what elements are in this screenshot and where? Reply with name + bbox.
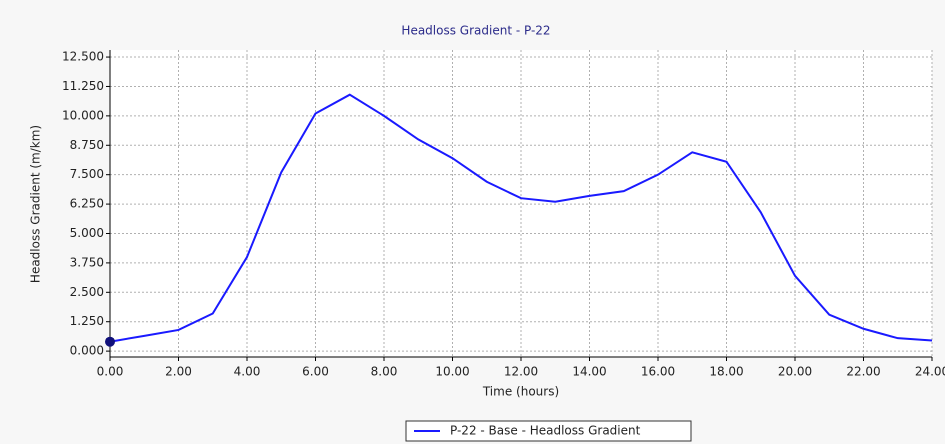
y-tick-label: 6.250 [70,197,104,211]
y-tick-label: 2.500 [70,285,104,299]
data-line [109,93,933,343]
y-tick-label: 3.750 [70,255,104,269]
x-tick-label: 22.00 [846,365,880,379]
x-tick-label: 0.00 [97,365,124,379]
x-tick-label: 6.00 [302,365,329,379]
x-axis-label: Time (hours) [482,385,559,399]
x-tick-label: 10.00 [435,365,469,379]
legend [405,420,692,442]
chart-title: Headloss Gradient - P-22 [401,24,550,38]
x-tick-label: 14.00 [572,365,606,379]
y-tick-label: 7.500 [70,167,104,181]
y-tick-label: 8.750 [70,138,104,152]
y-tick-label: 10.000 [62,108,104,122]
y-tick-label: 12.500 [62,50,104,64]
x-tick-label: 8.00 [371,365,398,379]
x-tick-label: 20.00 [778,365,812,379]
x-tick-label: 2.00 [165,365,192,379]
x-tick-label: 4.00 [234,365,261,379]
x-tick-label: 16.00 [641,365,675,379]
y-axis-label: Headloss Gradient (m/km) [29,125,43,283]
y-tick-label: 0.000 [70,344,104,358]
x-tick-label: 18.00 [709,365,743,379]
x-tick-label: 24.00 [915,365,945,379]
x-tick-label: 12.00 [504,365,538,379]
data-point [105,336,115,347]
y-tick-label: 11.250 [62,79,104,93]
legend-label: P-22 - Base - Headloss Gradient [450,424,641,438]
y-tick-label: 5.000 [70,226,104,240]
y-tick-label: 1.250 [70,314,104,328]
